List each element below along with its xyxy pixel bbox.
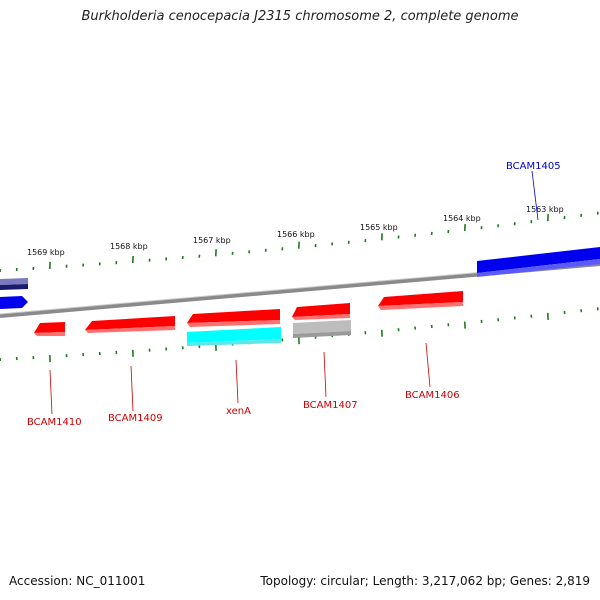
leader-bcam1409 [130,365,134,412]
leader-bcam1405 [531,170,539,221]
gene-label-bcam1409[interactable]: BCAM1409 [108,413,163,424]
scale-label-1567: 1567 kbp [193,236,231,245]
scale-ticks-lower [0,307,599,363]
gene-label-bcam1406[interactable]: BCAM1406 [405,390,460,401]
leader-bcam1406 [425,342,431,388]
map-title: Burkholderia cenocepacia J2315 chromosom… [81,9,519,24]
scale-label-1568: 1568 kbp [110,242,148,251]
scale-label-1566: 1566 kbp [277,230,315,239]
scale-label-1569: 1569 kbp [27,248,65,257]
gene-label-bcam1407[interactable]: BCAM1407 [303,400,358,411]
gene-bcam1407-block[interactable] [293,320,351,338]
leader-bcam1407 [323,351,327,398]
gene-left-edge-blue[interactable] [0,278,28,309]
accession-text: Accession: NC_011001 [9,574,146,588]
scale-label-1565: 1565 kbp [360,223,398,232]
leader-bcam1410 [49,369,53,415]
gene-bcam1405-block[interactable] [477,247,600,277]
gene-bcam1410-block[interactable] [34,322,65,336]
gene-label-xena[interactable]: xenA [226,406,251,417]
gene-bcam1407-top-block[interactable] [292,303,350,320]
scale-label-1563: 1563 kbp [526,205,564,214]
gene-bcam1409-block[interactable] [85,316,175,333]
gene-xena-top-block[interactable] [187,309,280,327]
topology-text: Topology: circular; Length: 3,217,062 bp… [260,574,590,588]
gene-xena-block[interactable] [187,327,281,346]
gene-label-bcam1405[interactable]: BCAM1405 [506,161,561,172]
gene-label-bcam1410[interactable]: BCAM1410 [27,417,82,428]
scale-ticks-upper [0,211,599,273]
leader-xena [235,359,239,404]
gene-bcam1406-block[interactable] [378,291,463,310]
scale-label-1564: 1564 kbp [443,214,481,223]
